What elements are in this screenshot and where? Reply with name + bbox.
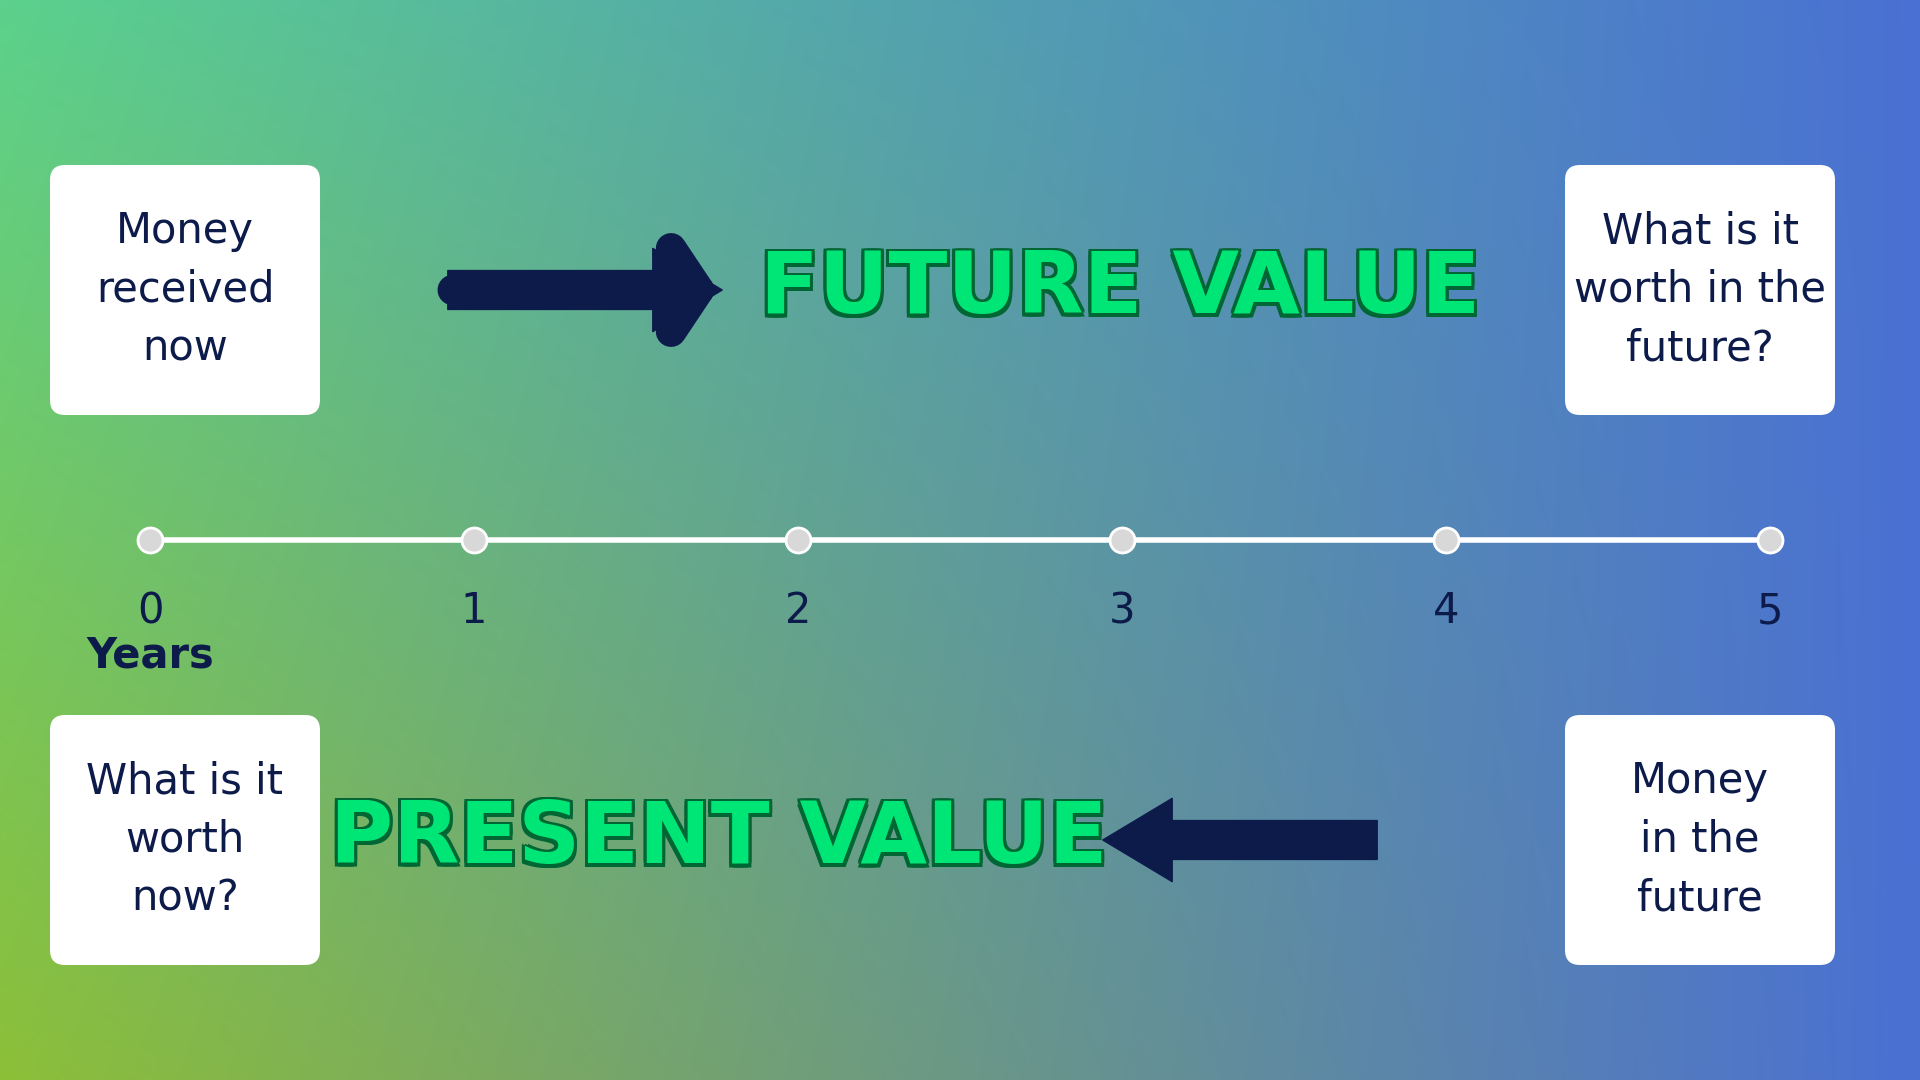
Text: What is it
worth
now?: What is it worth now?: [86, 760, 284, 919]
Text: FUTURE VALUE: FUTURE VALUE: [762, 245, 1482, 328]
FancyBboxPatch shape: [1565, 715, 1836, 966]
Text: PRESENT VALUE: PRESENT VALUE: [332, 798, 1110, 881]
Text: FUTURE VALUE: FUTURE VALUE: [760, 252, 1480, 335]
Text: Years: Years: [86, 635, 213, 677]
FancyBboxPatch shape: [50, 165, 321, 415]
Text: 5: 5: [1757, 590, 1784, 632]
Text: 1: 1: [461, 590, 488, 632]
Text: FUTURE VALUE: FUTURE VALUE: [760, 245, 1480, 328]
Text: PRESENT VALUE: PRESENT VALUE: [330, 798, 1108, 881]
Text: 0: 0: [136, 590, 163, 632]
Text: PRESENT VALUE: PRESENT VALUE: [330, 796, 1108, 878]
Text: Money
received
now: Money received now: [96, 211, 275, 369]
Text: FUTURE VALUE: FUTURE VALUE: [756, 252, 1476, 335]
Text: What is it
worth in the
future?: What is it worth in the future?: [1574, 211, 1826, 369]
Text: Money
in the
future: Money in the future: [1630, 760, 1768, 919]
Text: FUTURE VALUE: FUTURE VALUE: [762, 252, 1482, 335]
FancyBboxPatch shape: [50, 715, 321, 966]
FancyBboxPatch shape: [1565, 165, 1836, 415]
Text: FUTURE VALUE: FUTURE VALUE: [756, 248, 1476, 332]
Text: PRESENT VALUE: PRESENT VALUE: [332, 796, 1110, 878]
Text: FUTURE VALUE: FUTURE VALUE: [762, 248, 1482, 332]
Text: PRESENT VALUE: PRESENT VALUE: [330, 801, 1108, 885]
Text: 2: 2: [785, 590, 810, 632]
Text: 4: 4: [1432, 590, 1459, 632]
Text: PRESENT VALUE: PRESENT VALUE: [332, 801, 1110, 885]
Text: 3: 3: [1108, 590, 1135, 632]
Text: PRESENT VALUE: PRESENT VALUE: [326, 796, 1104, 878]
Text: FUTURE VALUE: FUTURE VALUE: [756, 245, 1476, 328]
Text: PRESENT VALUE: PRESENT VALUE: [326, 801, 1104, 885]
Text: PRESENT VALUE: PRESENT VALUE: [326, 798, 1104, 881]
Text: FUTURE VALUE: FUTURE VALUE: [760, 248, 1480, 332]
